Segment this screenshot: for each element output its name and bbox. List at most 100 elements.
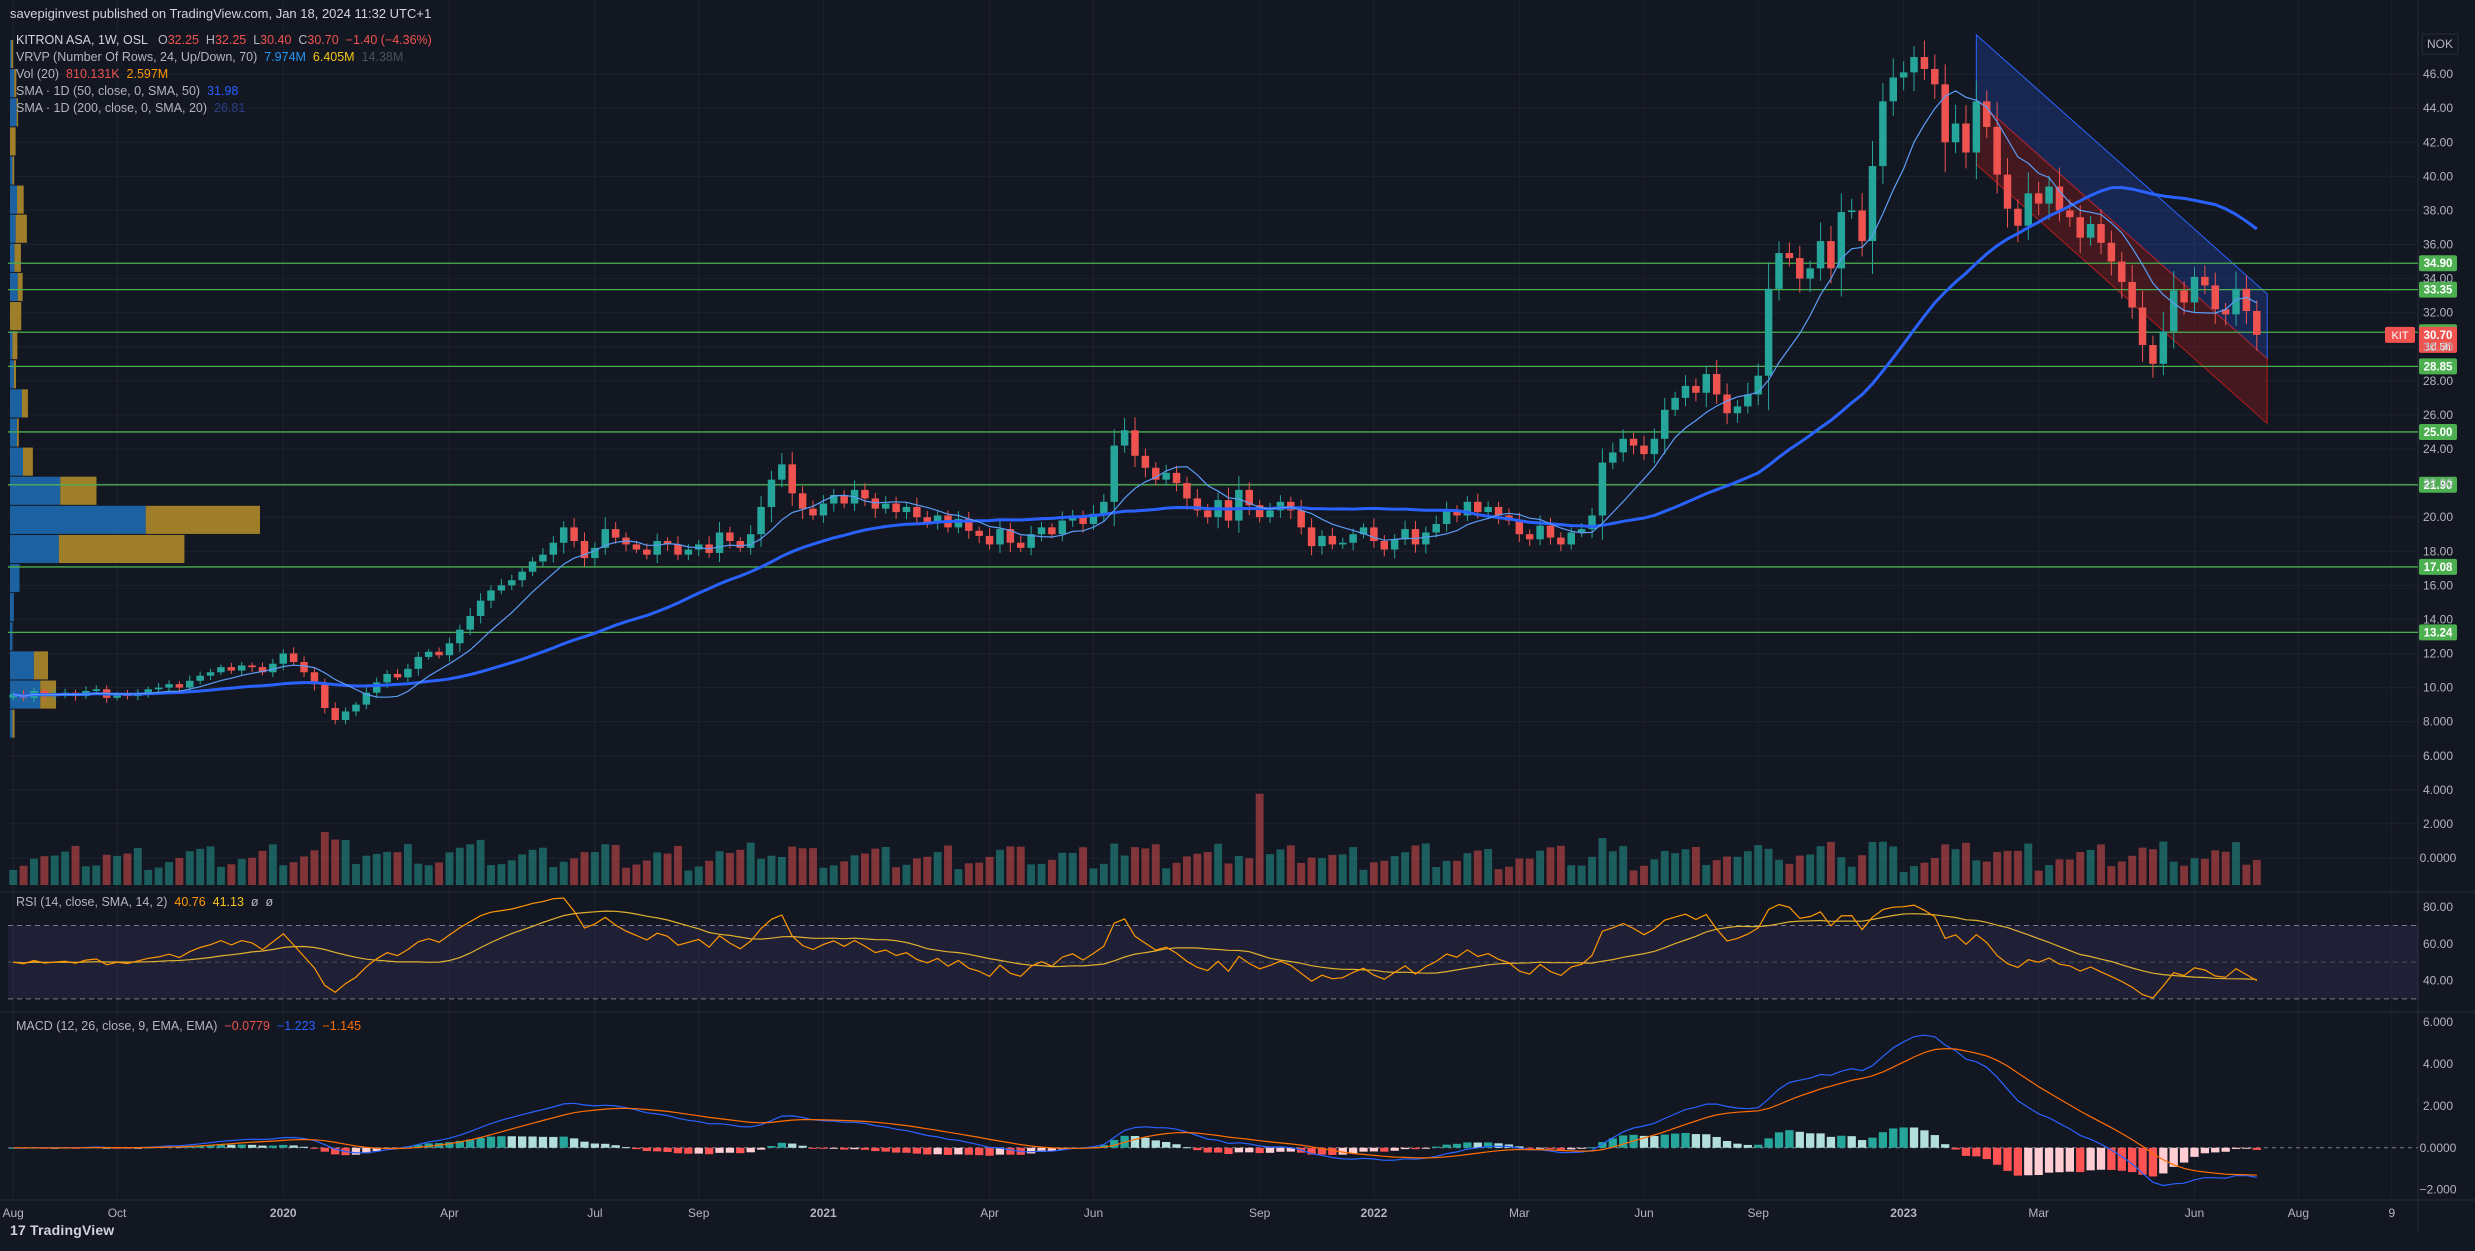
candle-body[interactable] xyxy=(1307,527,1316,547)
candle-body[interactable] xyxy=(1796,258,1804,279)
candle-body[interactable] xyxy=(1172,472,1181,484)
candle-body[interactable] xyxy=(1723,394,1731,414)
candle-body[interactable] xyxy=(1515,520,1524,535)
candle-body[interactable] xyxy=(487,590,495,601)
candle-body[interactable] xyxy=(2159,331,2168,364)
rsi-label[interactable]: RSI (14, close, SMA, 14, 2) xyxy=(16,895,168,909)
candle-body[interactable] xyxy=(1588,515,1596,530)
candle-body[interactable] xyxy=(539,554,547,562)
candle-body[interactable] xyxy=(1525,534,1534,540)
candle-body[interactable] xyxy=(321,684,329,709)
candle-body[interactable] xyxy=(1058,520,1067,535)
candle-body[interactable] xyxy=(1100,501,1108,514)
currency-box[interactable] xyxy=(2421,33,2459,55)
candle-body[interactable] xyxy=(611,529,620,538)
candle-body[interactable] xyxy=(1297,510,1305,528)
candle-body[interactable] xyxy=(1972,101,1981,153)
candle-body[interactable] xyxy=(383,673,391,683)
candle-body[interactable] xyxy=(2138,307,2147,346)
candle-body[interactable] xyxy=(1879,101,1887,167)
candle-body[interactable] xyxy=(1557,537,1565,545)
candle-body[interactable] xyxy=(591,547,599,559)
candle-body[interactable] xyxy=(653,541,661,555)
candle-body[interactable] xyxy=(1089,513,1098,524)
candle-body[interactable] xyxy=(1120,430,1129,446)
candle-body[interactable] xyxy=(819,503,828,516)
candle-body[interactable] xyxy=(1567,532,1575,545)
candle-body[interactable] xyxy=(788,464,796,494)
candle-body[interactable] xyxy=(1941,84,1949,143)
candle-body[interactable] xyxy=(1899,72,1908,78)
candle-body[interactable] xyxy=(279,653,287,664)
candle-body[interactable] xyxy=(632,544,641,550)
candle-body[interactable] xyxy=(206,672,215,676)
candle-body[interactable] xyxy=(1266,510,1274,518)
candle-body[interactable] xyxy=(341,711,350,720)
candle-body[interactable] xyxy=(996,529,1004,545)
candle-body[interactable] xyxy=(424,651,433,657)
candle-body[interactable] xyxy=(2169,290,2178,332)
candle-body[interactable] xyxy=(1827,241,1835,269)
candle-body[interactable] xyxy=(144,689,152,693)
candle-body[interactable] xyxy=(393,673,402,678)
candle-body[interactable] xyxy=(2086,224,2095,238)
candle-body[interactable] xyxy=(1276,501,1285,511)
candle-body[interactable] xyxy=(643,549,651,555)
candle-body[interactable] xyxy=(528,561,537,572)
candle-body[interactable] xyxy=(1993,126,2001,175)
candle-body[interactable] xyxy=(248,665,256,668)
candle-body[interactable] xyxy=(1484,506,1492,513)
candle-body[interactable] xyxy=(1339,542,1347,545)
candle-body[interactable] xyxy=(2190,276,2199,303)
candle-body[interactable] xyxy=(778,464,786,480)
candle-body[interactable] xyxy=(310,672,319,685)
candle-body[interactable] xyxy=(715,532,724,553)
candle-body[interactable] xyxy=(1037,527,1046,535)
candle-body[interactable] xyxy=(1432,523,1440,533)
candle-body[interactable] xyxy=(1017,542,1025,548)
candle-body[interactable] xyxy=(508,580,516,586)
candle-body[interactable] xyxy=(289,653,298,663)
volume-label[interactable]: Vol (20) xyxy=(16,67,60,81)
symbol-label[interactable]: KITRON ASA, 1W, OSL xyxy=(16,33,148,47)
candle-body[interactable] xyxy=(2232,288,2240,315)
candle-body[interactable] xyxy=(1494,506,1503,516)
candle-body[interactable] xyxy=(1661,409,1669,439)
candle-body[interactable] xyxy=(2107,242,2116,262)
candle-body[interactable] xyxy=(373,682,381,693)
candle-body[interactable] xyxy=(1349,534,1357,543)
candle-body[interactable] xyxy=(435,651,443,656)
candle-body[interactable] xyxy=(1463,501,1472,516)
candle-body[interactable] xyxy=(1764,288,1773,376)
candle-body[interactable] xyxy=(165,684,173,688)
candle-body[interactable] xyxy=(1920,57,1929,69)
candle-body[interactable] xyxy=(1806,268,1814,279)
candle-body[interactable] xyxy=(1318,535,1326,547)
candle-body[interactable] xyxy=(1609,452,1617,463)
candle-body[interactable] xyxy=(1536,525,1544,540)
candle-body[interactable] xyxy=(549,542,558,555)
candle-body[interactable] xyxy=(1370,527,1378,542)
candle-body[interactable] xyxy=(601,529,609,548)
candle-body[interactable] xyxy=(1692,385,1700,393)
candle-body[interactable] xyxy=(1910,57,1918,73)
candle-body[interactable] xyxy=(237,665,246,671)
candle-body[interactable] xyxy=(476,600,485,617)
sma200-label[interactable]: SMA · 1D (200, close, 0, SMA, 20) xyxy=(16,101,208,115)
candle-body[interactable] xyxy=(674,544,682,555)
sma50-label[interactable]: SMA · 1D (50, close, 0, SMA, 50) xyxy=(16,84,201,98)
candle-body[interactable] xyxy=(2242,288,2251,311)
candle-body[interactable] xyxy=(414,656,423,669)
candle-body[interactable] xyxy=(570,527,578,542)
candle-body[interactable] xyxy=(1702,374,1711,393)
candle-body[interactable] xyxy=(1079,515,1087,524)
candle-body[interactable] xyxy=(1931,68,1939,85)
candle-body[interactable] xyxy=(923,517,931,523)
candle-body[interactable] xyxy=(227,667,236,671)
candle-body[interactable] xyxy=(1141,455,1150,468)
candle-body[interactable] xyxy=(2076,217,2084,238)
candle-body[interactable] xyxy=(1422,532,1430,545)
candle-body[interactable] xyxy=(580,541,589,559)
candle-body[interactable] xyxy=(861,489,869,499)
candle-body[interactable] xyxy=(913,506,921,518)
